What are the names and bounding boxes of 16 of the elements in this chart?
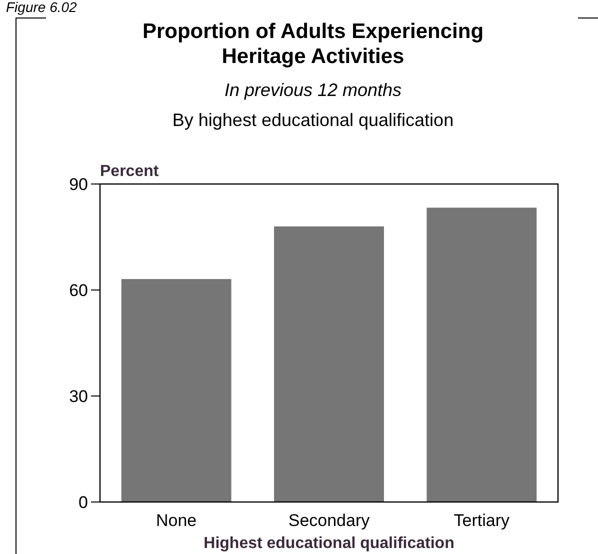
chart-subtitle: In previous 12 months <box>224 80 402 100</box>
x-tick-label: Tertiary <box>454 511 510 530</box>
y-tick-label: 0 <box>78 492 88 512</box>
bar <box>426 208 537 502</box>
y-tick-label: 30 <box>69 386 88 406</box>
bar <box>274 226 384 502</box>
chart-title: Proportion of Adults Experiencing Heritage Activities <box>142 20 484 68</box>
x-tick-label: None <box>156 511 197 530</box>
caption: Figure 6.02 <box>6 0 78 15</box>
bar <box>121 279 232 502</box>
text: By highest educational qualification <box>172 110 454 130</box>
x-tick-label: Secondary <box>288 511 370 530</box>
y-tick-label: 60 <box>69 280 88 300</box>
y-axis-title: Percent <box>100 163 160 180</box>
x-axis-title: Highest educational qualification <box>204 535 454 552</box>
y-tick-label: 90 <box>69 174 88 194</box>
